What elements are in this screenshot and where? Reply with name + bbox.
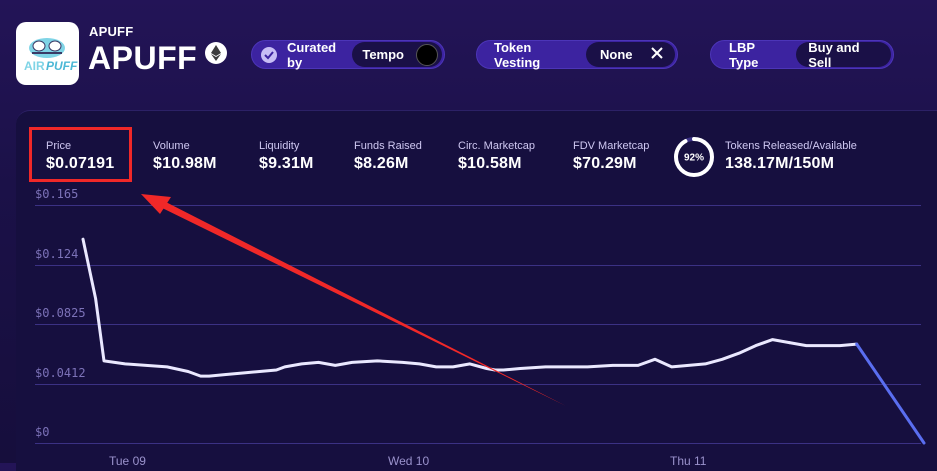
y-tick-label: $0.165 [35, 187, 79, 201]
check-icon [261, 46, 277, 63]
vesting-label: Token Vesting [494, 39, 541, 70]
fdv-marketcap-stat: FDV Marketcap $70.29M [573, 140, 649, 173]
curated-label: Curated by [287, 39, 337, 70]
volume-stat: Volume $10.98M [153, 140, 217, 173]
token-symbol-title: APUFF [88, 40, 198, 76]
y-tick-label: $0.0825 [35, 306, 86, 320]
fdv-marketcap-label: FDV Marketcap [573, 140, 650, 152]
circ-marketcap-value: $10.58M [458, 155, 522, 172]
logo-text-puff: PUFF [46, 59, 78, 73]
curated-by-pill[interactable]: Curated by Tempo [251, 39, 445, 70]
price-label: Price [46, 140, 72, 152]
annotation-arrow-head [141, 194, 171, 214]
liquidity-value: $9.31M [259, 155, 314, 172]
price-highlight-box [29, 127, 132, 182]
tokens-released-value: 138.17M/150M [725, 155, 835, 172]
grid-line [35, 265, 921, 266]
release-progress-ring: 92% [672, 135, 716, 179]
grid-line [35, 324, 921, 325]
token-vesting-pill[interactable]: Token Vesting None [476, 39, 678, 70]
circ-marketcap-label: Circ. Marketcap [458, 140, 536, 152]
y-tick-label: $0.124 [35, 247, 79, 261]
y-tick-label: $0.0412 [35, 366, 86, 380]
funds-raised-label: Funds Raised [354, 140, 422, 152]
grid-line [35, 384, 921, 385]
price-line-recent [787, 341, 859, 348]
tokens-released-stat: Tokens Released/Available 138.17M/150M [725, 140, 857, 173]
tempo-logo-icon [416, 43, 438, 66]
funds-raised-value: $8.26M [354, 155, 409, 172]
stats-chart-panel [16, 110, 937, 471]
token-symbol-small: APUFF [89, 24, 134, 39]
logo-text-air: AIR [24, 59, 45, 73]
annotation-arrow-shaft [152, 197, 566, 406]
price-line [81, 237, 791, 378]
token-logo: AIR PUFF [16, 22, 79, 85]
liquidity-label: Liquidity [259, 140, 300, 152]
close-icon [651, 47, 663, 62]
vesting-value[interactable]: None [586, 42, 675, 67]
ethereum-icon [205, 42, 227, 64]
vesting-value-text: None [600, 47, 633, 62]
fdv-marketcap-value: $70.29M [573, 155, 637, 172]
volume-label: Volume [153, 140, 190, 152]
price-stat: Price $0.07191 [46, 140, 114, 173]
price-value: $0.07191 [46, 155, 115, 172]
lbp-type-pill[interactable]: LBP Type Buy and Sell [710, 39, 894, 70]
volume-value: $10.98M [153, 155, 217, 172]
liquidity-stat: Liquidity $9.31M [259, 140, 314, 173]
grid-line [35, 443, 921, 444]
grid-line [35, 205, 921, 206]
tokens-released-label: Tokens Released/Available [725, 140, 857, 152]
curator-name-text: Tempo [362, 47, 404, 62]
release-percent-text: 92% [684, 153, 704, 164]
lbp-value[interactable]: Buy and Sell [796, 40, 891, 70]
lbp-label: LBP Type [729, 39, 759, 70]
curator-name[interactable]: Tempo [352, 42, 442, 67]
circ-marketcap-stat: Circ. Marketcap $10.58M [458, 140, 535, 173]
funds-raised-stat: Funds Raised $8.26M [354, 140, 422, 173]
price-projection-line [855, 342, 926, 445]
y-tick-label: $0 [35, 425, 50, 439]
